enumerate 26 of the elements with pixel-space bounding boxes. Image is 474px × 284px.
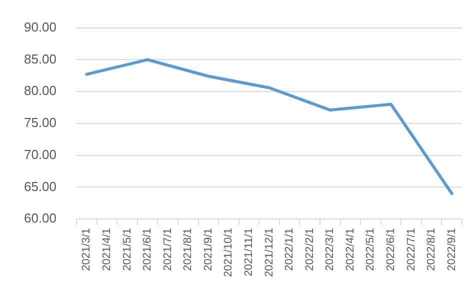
y-tick-label: 70.00 [24, 146, 57, 162]
x-tick-label: 2022/3/1 [324, 228, 336, 271]
x-tick-label: 2021/7/1 [162, 228, 174, 271]
x-tick-label: 2021/11/1 [243, 228, 256, 276]
y-tick-label: 85.00 [24, 51, 57, 66]
x-tick-label: 2022/2/1 [304, 228, 316, 271]
x-tick-label: 2021/8/1 [182, 228, 194, 271]
x-tick-label: 2022/6/1 [385, 228, 398, 271]
x-tick-label: 2021/9/1 [202, 228, 214, 271]
x-tick-label: 2022/7/1 [405, 228, 418, 271]
x-tick-label: 2021/6/1 [142, 228, 154, 271]
x-tick-label: 2021/4/1 [100, 228, 113, 271]
x-tick-label: 2022/4/1 [344, 228, 356, 271]
y-tick-label: 75.00 [24, 115, 57, 130]
y-tick-label: 65.00 [24, 178, 57, 194]
x-tick-label: 2022/8/1 [426, 228, 438, 271]
x-tick-label: 2021/10/1 [222, 228, 235, 277]
x-tick-label: 2022/9/1 [446, 228, 458, 271]
x-tick-label: 2021/3/1 [80, 228, 93, 271]
x-tick-label: 2022/1/1 [284, 228, 296, 271]
y-tick-label: 90.00 [24, 19, 57, 34]
y-tick-label: 60.00 [24, 210, 57, 226]
x-tick-label: 2021/5/1 [121, 228, 134, 271]
y-tick-label: 80.00 [24, 83, 57, 98]
x-tick-label: 2021/12/1 [263, 228, 276, 277]
x-tick-label: 2022/5/1 [364, 228, 377, 271]
